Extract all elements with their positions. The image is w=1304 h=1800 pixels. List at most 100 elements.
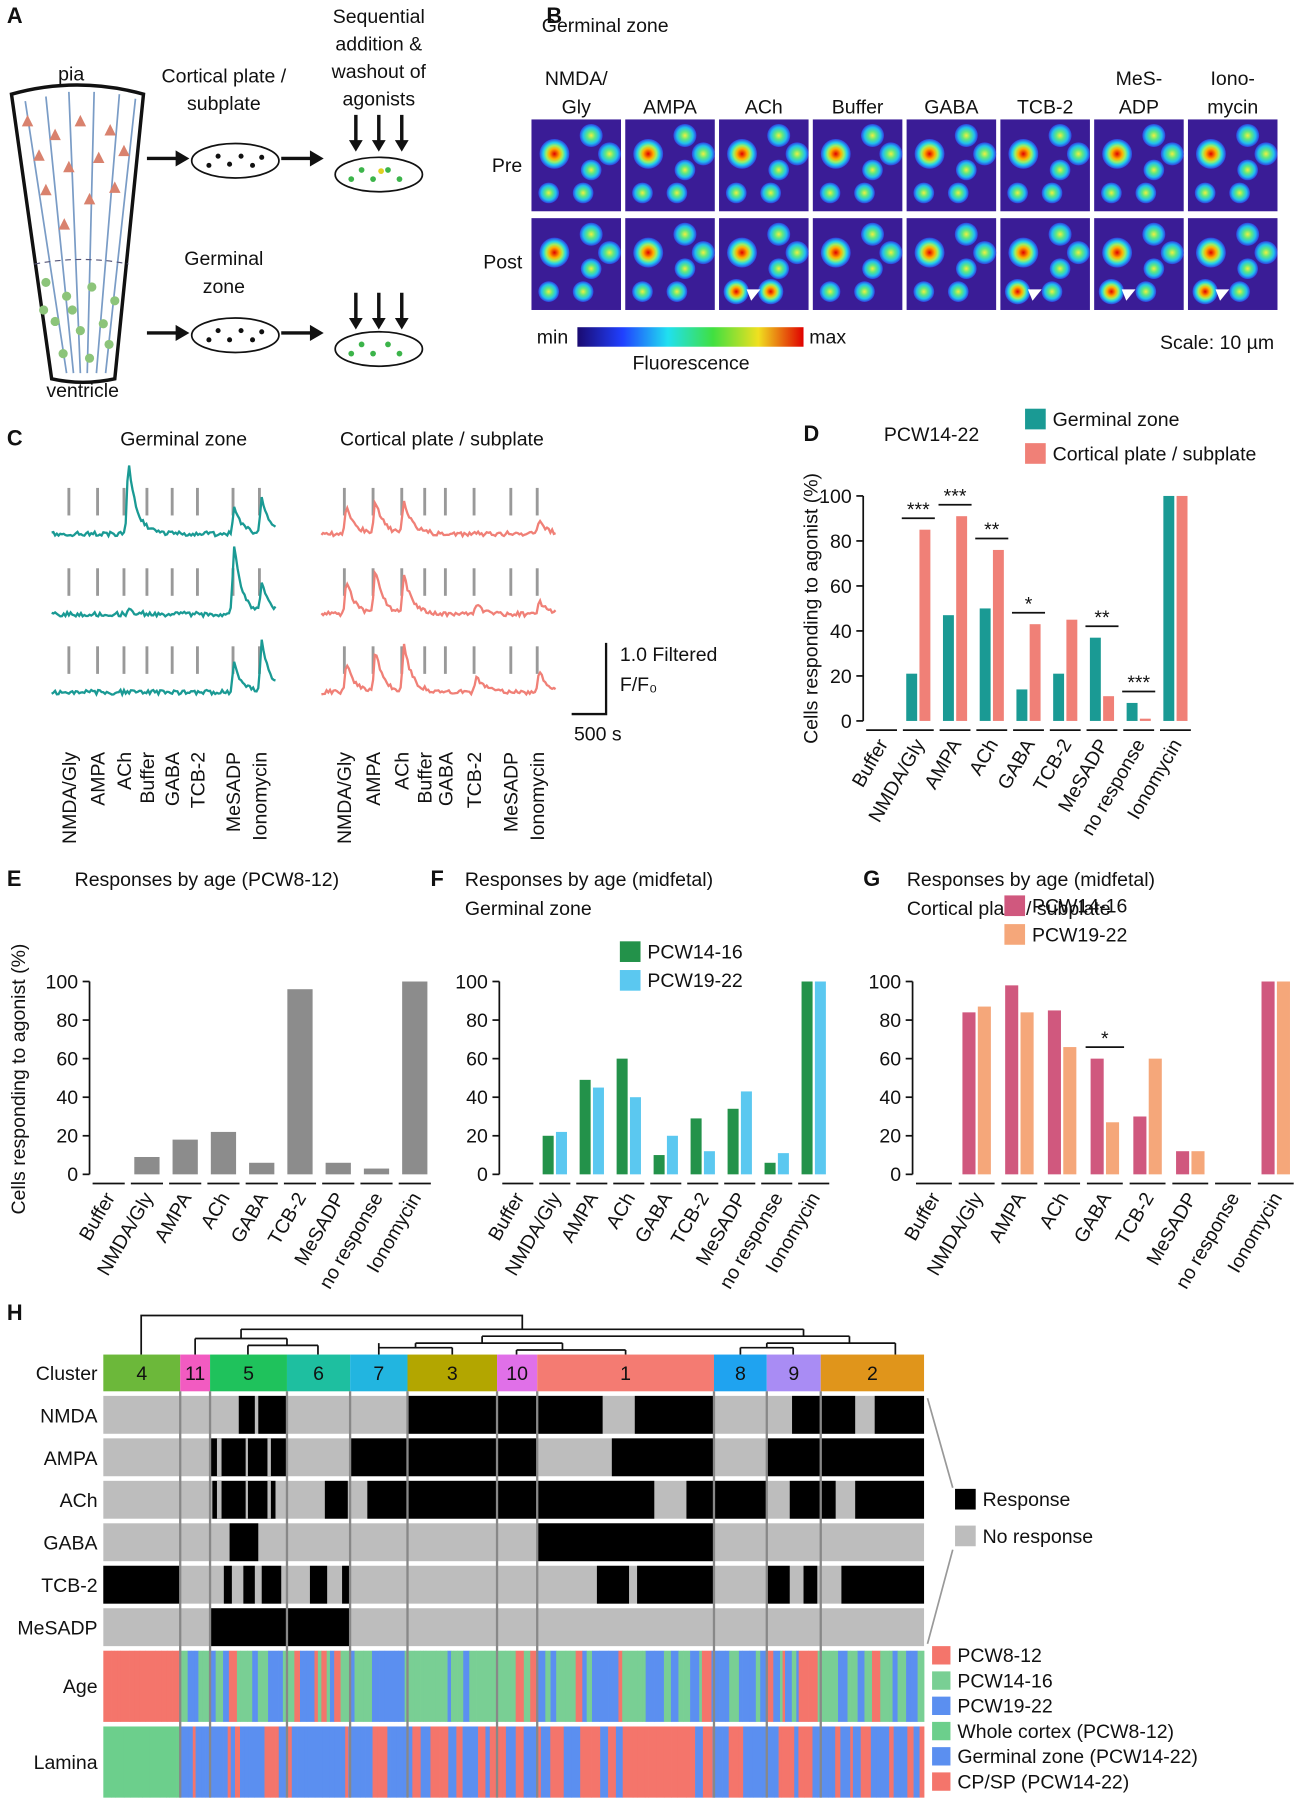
annotation-stripe [172, 1650, 179, 1722]
annotation-stripe [766, 1726, 775, 1798]
column-label: mycin [1207, 97, 1258, 119]
bar [977, 1006, 991, 1175]
annotation-stripe [463, 1650, 470, 1722]
bar [1139, 718, 1151, 721]
legend-swatch [932, 1646, 951, 1665]
annotation-stripe [180, 1650, 185, 1722]
bar [210, 1131, 237, 1175]
annotation-stripe [560, 1726, 565, 1798]
cell [539, 237, 570, 268]
annotation-stripe [286, 1650, 290, 1722]
row-label: GABA [43, 1533, 97, 1555]
legend-label: Germinal zone (PCW14-22) [957, 1746, 1198, 1768]
cell [632, 182, 653, 204]
annotation-stripe [622, 1726, 634, 1798]
bar [542, 1135, 554, 1175]
annotation-stripe [699, 1650, 703, 1722]
cell [572, 182, 594, 204]
bar [962, 1012, 976, 1175]
annotation-stripe [190, 1650, 196, 1722]
annotation-stripe [789, 1726, 795, 1798]
cell [538, 182, 560, 204]
response-block [634, 1395, 714, 1434]
annotation-stripe [120, 1650, 130, 1722]
cluster-label: 8 [735, 1363, 746, 1385]
annotation-stripe [917, 1650, 925, 1722]
cell [598, 241, 622, 265]
annotation-stripe [230, 1726, 236, 1798]
agonist-label: GABA [435, 752, 457, 806]
bar [1191, 1151, 1205, 1175]
annotation-stripe [505, 1650, 512, 1722]
annotation-stripe [423, 1650, 427, 1722]
legend-label: PCW19-22 [957, 1696, 1052, 1718]
annotation-stripe [671, 1726, 678, 1798]
cell [820, 237, 851, 268]
cell [1194, 182, 1216, 204]
response-block [596, 1565, 630, 1604]
column-label: ADP [1119, 97, 1159, 119]
bar [1029, 624, 1041, 721]
annotation-stripe [860, 1726, 872, 1798]
cell [955, 159, 977, 181]
annotation-stripe [451, 1650, 455, 1722]
annotation-stripe [563, 1726, 572, 1798]
y-tick-label: 20 [56, 1126, 78, 1148]
annotation-stripe [798, 1650, 809, 1722]
cell [673, 222, 697, 246]
annotation-stripe [900, 1726, 908, 1798]
annotation-stripe [677, 1726, 687, 1798]
cell [1102, 237, 1133, 268]
annotation-stripe [491, 1650, 498, 1722]
column-label: MeS- [1116, 68, 1163, 90]
bar [1016, 689, 1028, 721]
annotation-stripe [456, 1726, 461, 1798]
bar [1105, 1122, 1120, 1175]
bar [629, 1097, 641, 1175]
annotation-stripe [523, 1650, 531, 1722]
y-tick-label: 40 [56, 1087, 78, 1109]
cell [1135, 182, 1157, 204]
annotation-stripe [857, 1650, 865, 1722]
cell [572, 281, 594, 302]
label: subplate [187, 93, 261, 115]
cell [674, 258, 696, 279]
significance: *** [907, 499, 930, 521]
annotation-stripe [214, 1726, 224, 1798]
cell [579, 222, 603, 246]
colorbar-max: max [809, 326, 846, 348]
annotation-stripe [545, 1650, 551, 1722]
row-label: AMPA [44, 1448, 98, 1470]
cluster-block [497, 1354, 538, 1392]
cell [1254, 142, 1278, 166]
row-label: NMDA [40, 1405, 97, 1427]
annotation-stripe [304, 1726, 309, 1798]
legend-label: PCW14-16 [647, 942, 742, 964]
annotation-stripe [329, 1650, 335, 1722]
annotation-stripe [627, 1650, 638, 1722]
legend-swatch [932, 1721, 951, 1741]
annotation-stripe [210, 1650, 216, 1722]
scale-label: 500 s [574, 723, 622, 745]
annotation-stripe [103, 1726, 112, 1798]
panel-label: D [804, 421, 820, 446]
response-block [261, 1565, 282, 1604]
response-block [766, 1438, 925, 1477]
bar [727, 1108, 739, 1175]
x-tick-label: AMPA [557, 1189, 603, 1247]
response-block [243, 1565, 255, 1604]
annotation-stripe [321, 1650, 328, 1722]
cell [1192, 278, 1218, 305]
agonist-label: NMDA/Gly [334, 752, 356, 844]
annotation-stripe [210, 1726, 215, 1798]
annotation-stripe [889, 1726, 894, 1798]
cell [1160, 241, 1184, 265]
annotation-stripe [678, 1650, 684, 1722]
annotation-stripe [835, 1726, 841, 1798]
annotation-stripe [648, 1726, 658, 1798]
response-block [324, 1480, 348, 1519]
annotation-stripe [130, 1726, 140, 1798]
y-tick-label: 60 [830, 576, 852, 598]
annotation-stripe [470, 1726, 479, 1798]
cell [1135, 281, 1157, 302]
